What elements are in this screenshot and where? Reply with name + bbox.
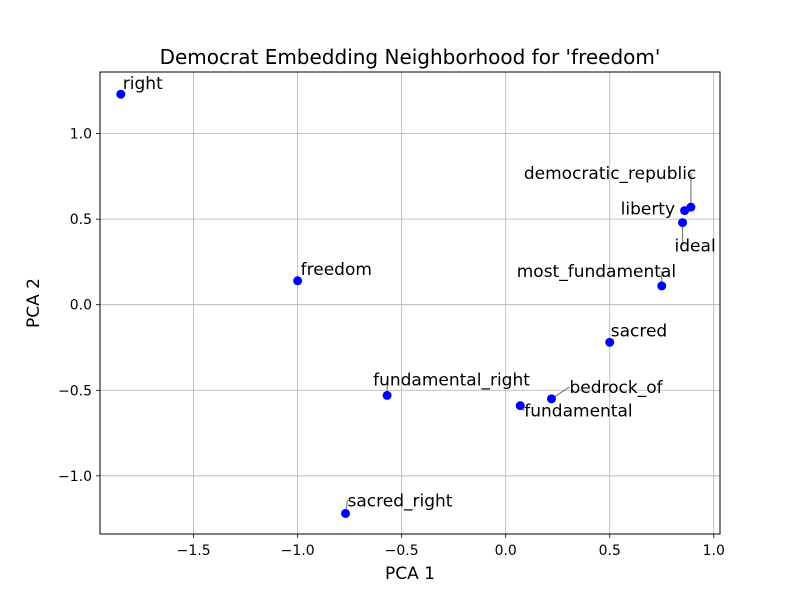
data-points	[116, 89, 696, 518]
x-tick-label: 1.0	[703, 543, 725, 559]
point-label: sacred_right	[348, 491, 453, 511]
data-point	[605, 337, 615, 347]
y-tick-label: 1.0	[70, 127, 92, 143]
data-point	[678, 218, 688, 228]
x-tick-label: −1.0	[281, 543, 315, 559]
data-point	[116, 89, 126, 99]
plot-frame	[99, 71, 721, 535]
chart-title: Democrat Embedding Neighborhood for 'fre…	[160, 45, 661, 69]
y-tick-label: −1.0	[58, 469, 92, 485]
y-tick-label: 0.5	[70, 212, 92, 228]
data-point	[680, 206, 690, 216]
data-point	[341, 508, 351, 518]
label-leader-lines	[344, 173, 692, 514]
point-label: right	[123, 74, 163, 94]
data-point	[657, 281, 667, 291]
y-tick-label: −0.5	[58, 383, 92, 399]
point-label: sacred	[611, 321, 668, 341]
y-tick-label: 0.0	[70, 298, 92, 314]
point-label: liberty	[621, 200, 675, 220]
data-point	[293, 276, 303, 286]
point-labels: right freedom democratic_republiclibertyid…	[123, 74, 716, 511]
x-tick-label: 0.0	[495, 543, 517, 559]
y-axis-label: PCA 2	[24, 278, 44, 328]
point-label: ideal	[675, 237, 716, 257]
axis-ticks: −1.5 −1.0 −0.5 0.0 0.5 1.0 −1.0 −0.5 0.0 0.5 1.0	[58, 127, 725, 559]
x-tick-label: −1.5	[177, 543, 211, 559]
data-point	[382, 390, 392, 400]
x-tick-label: −0.5	[385, 543, 419, 559]
x-tick-label: 0.5	[599, 543, 621, 559]
point-label: freedom	[301, 260, 372, 280]
point-label: fundamental	[524, 402, 632, 422]
point-label: democratic_republic	[524, 164, 696, 184]
data-point	[515, 401, 525, 411]
point-label: fundamental_right	[373, 370, 530, 390]
point-label: most_fundamental	[517, 262, 676, 282]
point-label: bedrock_of	[569, 378, 663, 398]
data-point	[546, 394, 556, 404]
x-axis-label: PCA 1	[385, 564, 435, 584]
grid	[100, 72, 720, 534]
